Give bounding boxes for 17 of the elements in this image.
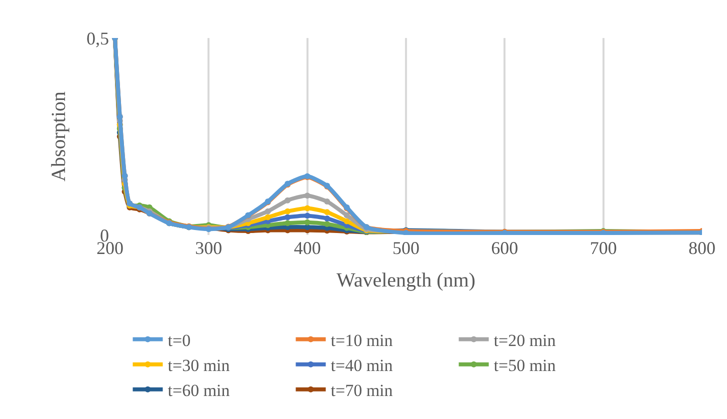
x-axis-title: Wavelength (nm) bbox=[336, 270, 476, 292]
legend-label: t=60 min bbox=[168, 381, 230, 400]
legend-label: t=10 min bbox=[330, 330, 394, 350]
x-tick-label: 800 bbox=[688, 238, 716, 258]
x-tick-label: 400 bbox=[294, 238, 321, 258]
legend-label: t=0 bbox=[168, 330, 191, 350]
legend-label: t=70 min bbox=[330, 381, 394, 400]
legend-label: t=30 min bbox=[168, 356, 230, 375]
x-tick-label: 300 bbox=[195, 238, 222, 258]
legend-label: t=20 min bbox=[494, 330, 556, 350]
x-tick-label: 500 bbox=[392, 238, 420, 258]
x-tick-label: 700 bbox=[590, 238, 617, 258]
legend-label: t=40 min bbox=[330, 356, 394, 375]
y-axis-title: Absorption bbox=[48, 92, 70, 182]
x-tick-label: 600 bbox=[491, 238, 518, 258]
legend-label: t=50 min bbox=[494, 356, 556, 375]
y-tick-label: 0,5 bbox=[86, 28, 109, 48]
